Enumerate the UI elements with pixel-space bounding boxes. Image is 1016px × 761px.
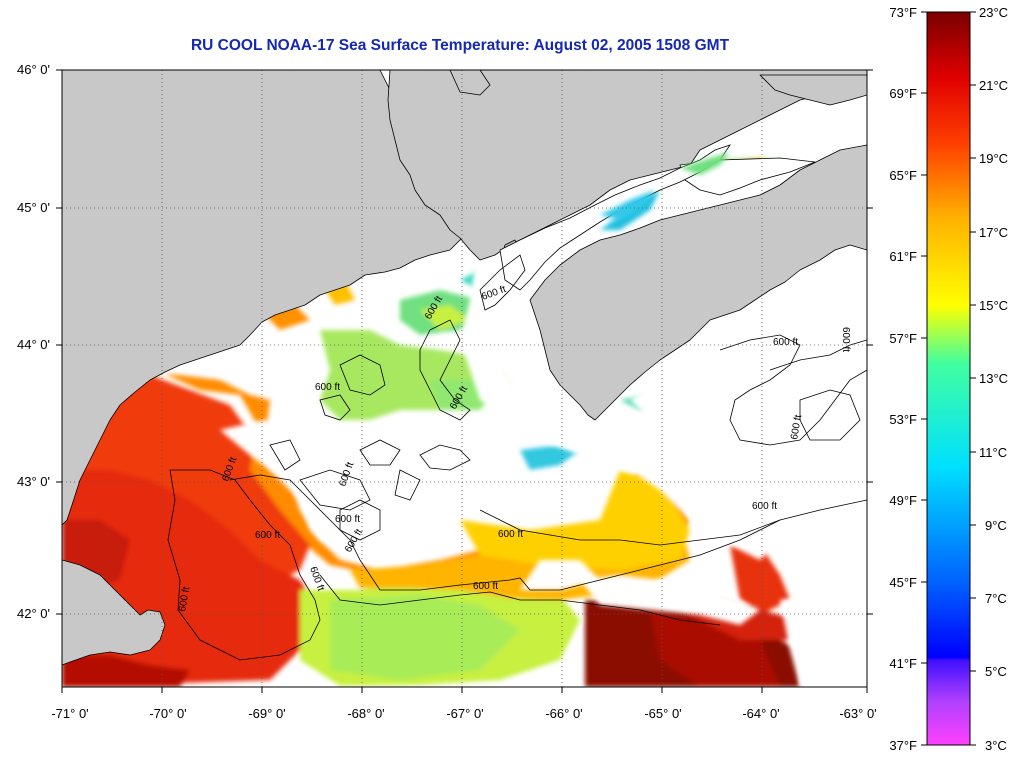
contour-label: 600 ft <box>473 581 498 592</box>
colorbar-c-label: 3°C <box>985 738 1007 753</box>
colorbar-c-label: 23°C <box>979 5 1008 20</box>
lon-label: -70° 0' <box>149 706 186 721</box>
colorbar-c-label: 15°C <box>979 298 1008 313</box>
latitude-labels: 46° 0' 45° 0' 44° 0' 43° 0' 42° 0' <box>17 62 50 621</box>
colorbar-f-labels: 73°F 69°F 65°F 61°F 57°F 53°F 49°F 45°F … <box>889 5 917 753</box>
colorbar: 73°F 69°F 65°F 61°F 57°F 53°F 49°F 45°F … <box>889 5 1008 753</box>
colorbar-ticks <box>921 11 976 746</box>
lat-label: 43° 0' <box>17 474 50 489</box>
colorbar-f-label: 45°F <box>889 575 917 590</box>
lon-label: -67° 0' <box>446 706 483 721</box>
contour-label: 600 ft <box>498 529 523 540</box>
colorbar-f-label: 41°F <box>889 656 917 671</box>
graticule <box>62 70 867 687</box>
colorbar-f-label: 65°F <box>889 168 917 183</box>
contour-label: 600 ft <box>177 586 192 613</box>
lon-label: -65° 0' <box>644 706 681 721</box>
colorbar-c-label: 17°C <box>979 225 1008 240</box>
lon-label: -66° 0' <box>545 706 582 721</box>
contour-label: 600 ft <box>773 337 798 348</box>
colorbar-c-label: 7°C <box>985 591 1007 606</box>
colorbar-c-label: 9°C <box>985 518 1007 533</box>
map-area[interactable]: 600 ft 600 ft 600 ft 600 ft 600 ft 600 f… <box>62 70 867 687</box>
longitude-labels: -71° 0' -70° 0' -69° 0' -68° 0' -67° 0' … <box>51 706 876 721</box>
lat-label: 46° 0' <box>17 62 50 77</box>
lon-label: -68° 0' <box>347 706 384 721</box>
lon-label: -63° 0' <box>839 706 876 721</box>
lat-label: 45° 0' <box>17 200 50 215</box>
lon-label: -71° 0' <box>51 706 88 721</box>
colorbar-f-label: 69°F <box>889 86 917 101</box>
lat-label: 44° 0' <box>17 337 50 352</box>
lat-label: 42° 0' <box>17 606 50 621</box>
colorbar-f-label: 37°F <box>889 738 917 753</box>
contour-label: 600 ft <box>315 382 340 393</box>
contour-label: 600 ft <box>840 327 851 352</box>
colorbar-gradient <box>926 11 971 746</box>
axis-ticks <box>56 69 873 693</box>
contour-label: 600 ft <box>335 514 360 525</box>
lon-label: -64° 0' <box>742 706 779 721</box>
colorbar-f-label: 61°F <box>889 249 917 264</box>
colorbar-f-label: 57°F <box>889 331 917 346</box>
contour-label: 600 ft <box>255 530 280 541</box>
contour-label: 600 ft <box>752 501 777 512</box>
depth-contours <box>167 254 867 661</box>
contour-label: 600 ft <box>789 414 804 441</box>
colorbar-f-label: 73°F <box>889 5 917 20</box>
lon-label: -69° 0' <box>248 706 285 721</box>
map-frame <box>61 69 868 688</box>
colorbar-c-label: 5°C <box>985 664 1007 679</box>
land <box>62 70 867 666</box>
colorbar-f-label: 53°F <box>889 412 917 427</box>
colorbar-f-label: 49°F <box>889 493 917 508</box>
colorbar-c-label: 21°C <box>979 78 1008 93</box>
colorbar-c-labels: 23°C 21°C 19°C 17°C 15°C 13°C 11°C 9°C 7… <box>979 5 1008 753</box>
colorbar-c-label: 11°C <box>979 445 1007 460</box>
colorbar-c-label: 19°C <box>979 151 1008 166</box>
colorbar-c-label: 13°C <box>979 371 1008 386</box>
fundy-sst <box>600 152 730 220</box>
map-title: RU COOL NOAA-17 Sea Surface Temperature:… <box>190 37 730 54</box>
